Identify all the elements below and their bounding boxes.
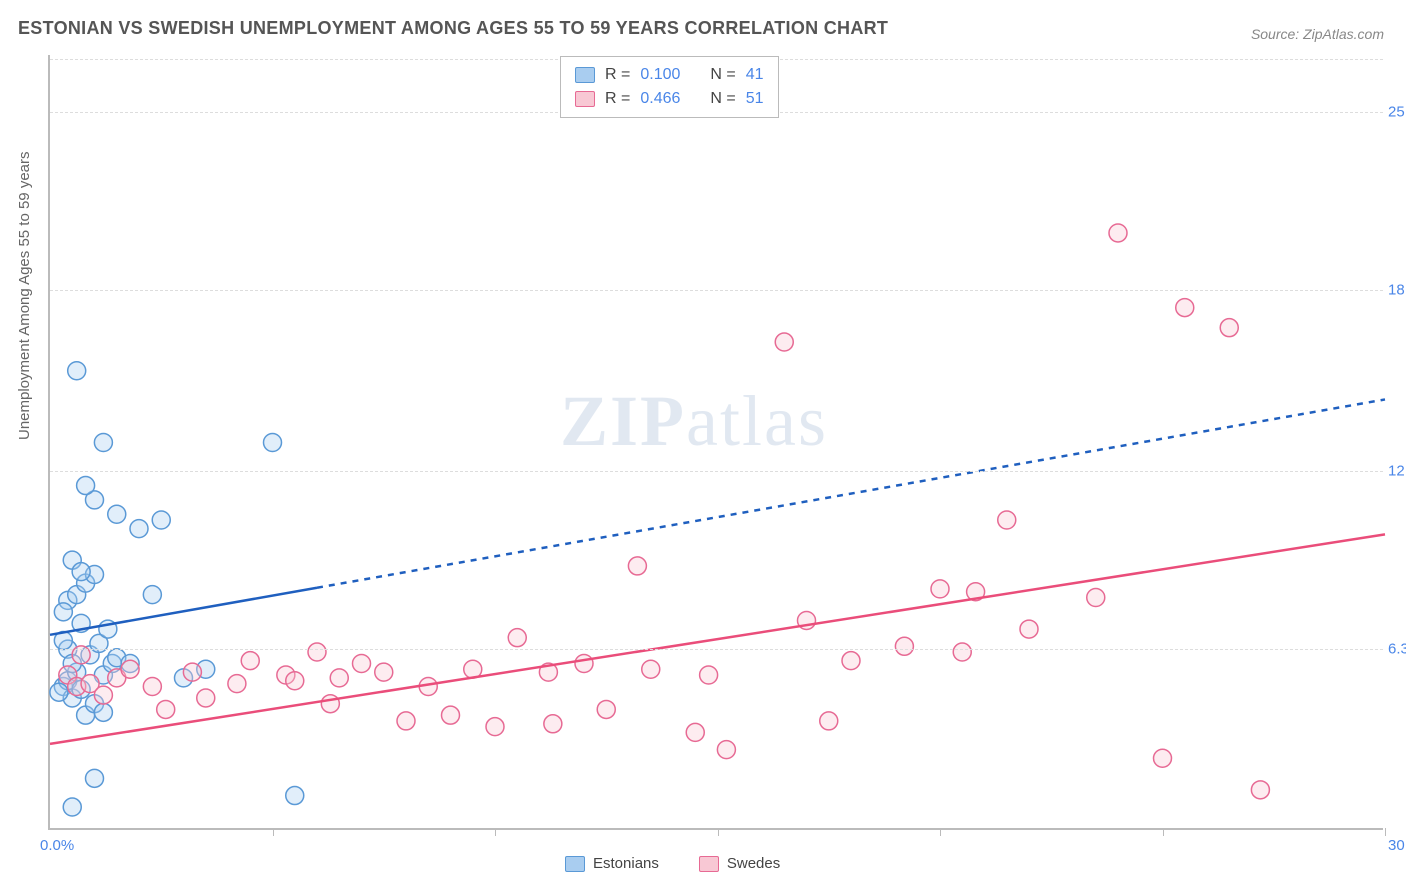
x-tick	[718, 828, 719, 836]
legend-label: Swedes	[727, 855, 780, 872]
data-point	[544, 715, 562, 733]
data-point	[54, 603, 72, 621]
data-point	[508, 629, 526, 647]
data-point	[931, 580, 949, 598]
gridline-h	[50, 290, 1383, 291]
data-point	[77, 477, 95, 495]
data-point	[72, 563, 90, 581]
trend-line	[50, 588, 317, 635]
gridline-h	[50, 471, 1383, 472]
data-point	[143, 586, 161, 604]
data-point	[700, 666, 718, 684]
data-point	[228, 675, 246, 693]
n-value: 41	[746, 66, 764, 84]
data-point	[321, 695, 339, 713]
data-point	[152, 511, 170, 529]
data-point	[94, 686, 112, 704]
watermark-rest: atlas	[686, 381, 828, 461]
gridline-h	[50, 649, 1383, 650]
y-tick-label: 12.5%	[1388, 463, 1406, 480]
data-point	[1154, 749, 1172, 767]
legend-swatch	[575, 67, 595, 83]
data-point	[1109, 224, 1127, 242]
data-point	[486, 718, 504, 736]
data-point	[820, 712, 838, 730]
r-label: R =	[605, 66, 630, 84]
data-point	[94, 434, 112, 452]
x-tick	[273, 828, 274, 836]
trend-line	[50, 534, 1385, 744]
data-point	[775, 333, 793, 351]
chart-title: ESTONIAN VS SWEDISH UNEMPLOYMENT AMONG A…	[18, 18, 888, 39]
legend-stat-row: R = 0.100 N = 41	[575, 63, 764, 87]
data-point	[375, 663, 393, 681]
n-label: N =	[710, 66, 735, 84]
x-tick	[940, 828, 941, 836]
x-axis-max-label: 30.0%	[1388, 837, 1406, 854]
data-point	[183, 663, 201, 681]
data-point	[575, 655, 593, 673]
source-attribution: Source: ZipAtlas.com	[1251, 26, 1384, 42]
y-tick-label: 25.0%	[1388, 104, 1406, 121]
data-point	[1251, 781, 1269, 799]
legend-swatch	[575, 91, 595, 107]
data-point	[264, 434, 282, 452]
y-tick-label: 6.3%	[1388, 641, 1406, 658]
data-point	[397, 712, 415, 730]
data-point	[50, 683, 68, 701]
watermark-bold: ZIP	[560, 381, 686, 461]
legend-series: Estonians Swedes	[565, 855, 780, 872]
data-point	[157, 700, 175, 718]
legend-swatch	[565, 856, 585, 872]
data-point	[353, 655, 371, 673]
y-axis-label: Unemployment Among Ages 55 to 59 years	[16, 151, 33, 440]
r-label: R =	[605, 90, 630, 108]
data-point	[63, 798, 81, 816]
data-point	[121, 660, 139, 678]
data-point	[330, 669, 348, 687]
watermark-text: ZIPatlas	[560, 380, 828, 463]
data-point	[1220, 319, 1238, 337]
data-point	[130, 520, 148, 538]
data-point	[108, 505, 126, 523]
n-label: N =	[710, 90, 735, 108]
data-point	[597, 700, 615, 718]
y-tick-label: 18.8%	[1388, 282, 1406, 299]
data-point	[842, 652, 860, 670]
data-point	[717, 741, 735, 759]
data-point	[1087, 589, 1105, 607]
data-point	[642, 660, 660, 678]
data-point	[94, 703, 112, 721]
data-point	[895, 637, 913, 655]
data-point	[68, 362, 86, 380]
n-value: 51	[746, 90, 764, 108]
legend-label: Estonians	[593, 855, 659, 872]
data-point	[686, 723, 704, 741]
x-axis-min-label: 0.0%	[40, 837, 74, 854]
data-point	[286, 672, 304, 690]
x-tick	[1163, 828, 1164, 836]
data-point	[442, 706, 460, 724]
x-tick	[1385, 828, 1386, 836]
data-point	[86, 769, 104, 787]
data-point	[953, 643, 971, 661]
data-point	[998, 511, 1016, 529]
legend-item: Estonians	[565, 855, 659, 872]
x-tick	[495, 828, 496, 836]
r-value: 0.466	[640, 90, 680, 108]
legend-swatch	[699, 856, 719, 872]
data-point	[143, 677, 161, 695]
data-point	[308, 643, 326, 661]
legend-stat-row: R = 0.466 N = 51	[575, 87, 764, 111]
data-point	[1020, 620, 1038, 638]
legend-stats-box: R = 0.100 N = 41 R = 0.466 N = 51	[560, 56, 779, 118]
data-point	[197, 689, 215, 707]
legend-item: Swedes	[699, 855, 780, 872]
r-value: 0.100	[640, 66, 680, 84]
data-point	[241, 652, 259, 670]
data-point	[286, 787, 304, 805]
data-point	[628, 557, 646, 575]
data-point	[1176, 299, 1194, 317]
